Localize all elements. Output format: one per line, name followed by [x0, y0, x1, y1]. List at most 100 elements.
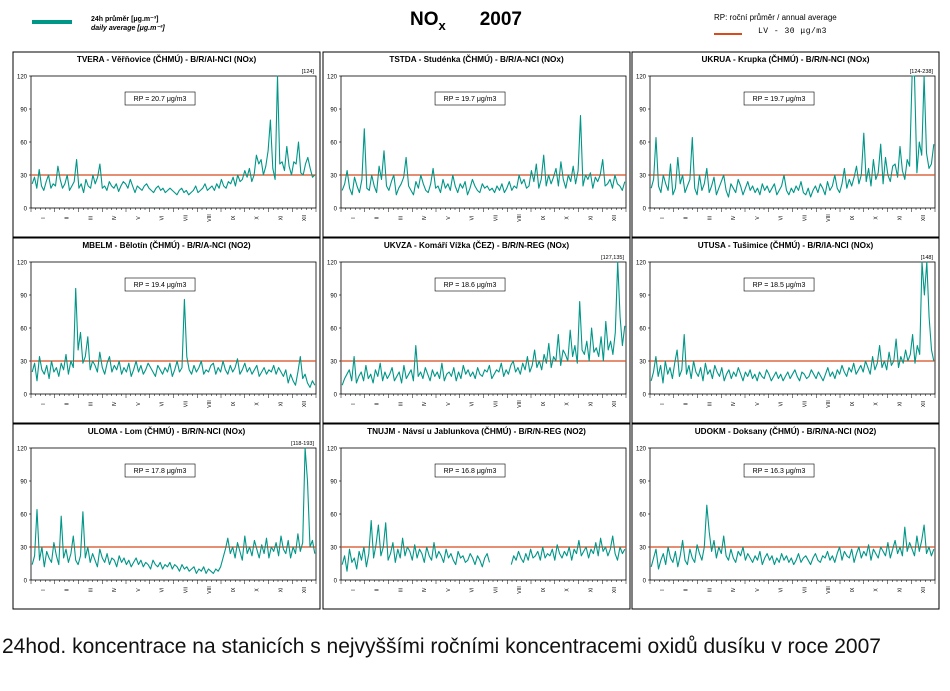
month-label: X	[565, 588, 571, 592]
series-line	[341, 520, 626, 572]
legend-daily-average: 24h průměr [μg.m⁻³] daily average [μg.m⁻…	[32, 13, 252, 37]
month-label: IX	[231, 215, 237, 220]
month-label: II	[684, 403, 690, 406]
month-label: V	[755, 216, 761, 220]
month-label: VII	[493, 215, 499, 221]
y-tick-label: 30	[330, 360, 337, 366]
max-value-label: [124-238]	[910, 69, 934, 75]
rp-annotation-text: RP = 19.7 μg/m3	[753, 96, 806, 103]
month-label: XII	[921, 215, 927, 221]
title-pollutant-subscript: x	[438, 18, 446, 33]
month-label: VIII	[517, 400, 523, 408]
panel-title: UKVZA - Komáří Vížka (ČEZ) - B/R/N-REG (…	[384, 239, 570, 250]
rp-annotation-box	[743, 91, 815, 106]
month-label: I	[41, 403, 47, 404]
panel-title: UKRUA - Krupka (ČHMÚ) - B/R/N-NCI (NOx)	[702, 53, 870, 64]
month-label: XI	[588, 588, 594, 593]
panel-frame	[12, 237, 321, 424]
panel-frame	[631, 51, 940, 238]
chart-panel: TNUJM - Návsí u Jablunkova (ČHMÚ) - B/R/…	[322, 423, 631, 610]
rp-annotation-box	[743, 277, 815, 292]
month-label: IX	[850, 587, 856, 592]
month-label: IX	[541, 215, 547, 220]
month-label: II	[65, 589, 71, 592]
chart-grid: TVERA - Věřňovice (ČHMÚ) - B/R/AI-NCI (N…	[12, 51, 940, 610]
month-label: I	[41, 217, 47, 218]
chart-panel: UDOKM - Doksany (ČHMÚ) - B/R/NA-NCI (NO2…	[631, 423, 940, 610]
series-line	[650, 504, 935, 570]
month-label: X	[255, 402, 261, 406]
month-label: IV	[112, 401, 118, 406]
panel-frame	[322, 237, 631, 424]
chart-panel: MBELM - Bělotín (ČHMÚ) - B/R/A-NCI (NO2)…	[12, 237, 321, 424]
month-label: VII	[493, 401, 499, 407]
y-tick-label: 30	[639, 174, 646, 180]
y-tick-label: 90	[330, 480, 337, 486]
y-tick-label: 120	[17, 261, 28, 267]
series-line	[31, 75, 316, 196]
y-tick-label: 120	[327, 75, 338, 81]
rp-annotation-text: RP = 19.7 μg/m3	[444, 96, 497, 103]
y-tick-label: 0	[643, 579, 647, 585]
max-value-label: [127,135]	[601, 255, 624, 261]
month-label: IV	[731, 215, 737, 220]
panel-title: ULOMA - Lom (ČHMÚ) - B/R/N-NCI (NOx)	[88, 425, 246, 436]
y-tick-label: 0	[24, 579, 28, 585]
rp-annotation-box	[434, 277, 506, 292]
month-label: VIII	[207, 586, 213, 594]
month-label: V	[446, 588, 452, 592]
month-label: VII	[493, 587, 499, 593]
month-label: XII	[302, 401, 308, 407]
series-line	[341, 115, 626, 196]
y-tick-label: 30	[20, 174, 27, 180]
y-tick-label: 0	[24, 393, 28, 399]
month-label: IX	[231, 587, 237, 592]
month-label: XII	[302, 587, 308, 593]
month-label: XI	[278, 216, 284, 221]
title-year: 2007	[479, 9, 523, 30]
month-label: IV	[422, 587, 428, 592]
series-line	[31, 447, 316, 574]
month-label: IV	[112, 587, 118, 592]
chart-panel: TSTDA - Studénka (ČHMÚ) - B/R/A-NCI (NOx…	[322, 51, 631, 238]
month-label: V	[446, 216, 452, 220]
y-tick-label: 30	[639, 546, 646, 552]
month-label: IV	[112, 215, 118, 220]
panel-title: TNUJM - Návsí u Jablunkova (ČHMÚ) - B/R/…	[367, 425, 586, 436]
month-label: XI	[897, 588, 903, 593]
legend-label-cz: 24h průměr [μg.m⁻³]	[91, 16, 159, 23]
y-tick-label: 90	[20, 480, 27, 486]
y-tick-label: 120	[327, 261, 338, 267]
month-label: X	[255, 216, 261, 220]
y-tick-label: 0	[24, 207, 28, 213]
month-label: IX	[231, 401, 237, 406]
y-tick-label: 30	[20, 546, 27, 552]
month-label: VIII	[517, 214, 523, 222]
legend-lv-label: LV - 30 μg/m3	[758, 27, 827, 36]
month-label: IV	[731, 587, 737, 592]
month-label: X	[565, 402, 571, 406]
month-label: III	[707, 402, 713, 406]
month-label: X	[874, 588, 880, 592]
y-tick-label: 0	[334, 393, 338, 399]
chart-panel: UKVZA - Komáří Vížka (ČEZ) - B/R/N-REG (…	[322, 237, 631, 424]
legend-rp-label: RP: roční průměr / annual average	[714, 13, 837, 22]
y-tick-label: 90	[20, 294, 27, 300]
y-tick-label: 120	[636, 261, 647, 267]
month-label: III	[398, 402, 404, 406]
month-label: III	[707, 588, 713, 592]
series-line	[650, 261, 935, 384]
month-label: VIII	[826, 400, 832, 408]
month-label: VI	[470, 216, 476, 221]
month-label: XII	[612, 587, 618, 593]
month-label: X	[255, 588, 261, 592]
month-label: X	[874, 402, 880, 406]
y-tick-label: 60	[20, 327, 27, 333]
month-label: XII	[921, 587, 927, 593]
rp-annotation-text: RP = 19.4 μg/m3	[134, 282, 187, 289]
rp-annotation-text: RP = 18.5 μg/m3	[753, 282, 806, 289]
month-label: II	[375, 217, 381, 220]
month-label: VII	[183, 587, 189, 593]
y-tick-label: 120	[327, 447, 338, 453]
month-label: VII	[802, 401, 808, 407]
